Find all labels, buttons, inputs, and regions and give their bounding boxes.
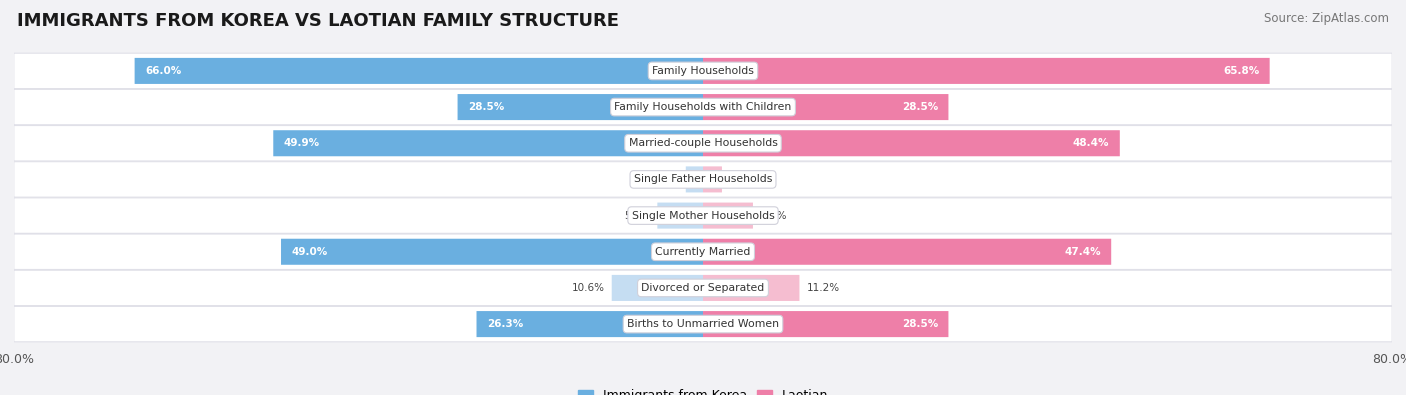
Text: Single Mother Households: Single Mother Households <box>631 211 775 220</box>
Text: Currently Married: Currently Married <box>655 247 751 257</box>
Text: Married-couple Households: Married-couple Households <box>628 138 778 148</box>
Text: Family Households with Children: Family Households with Children <box>614 102 792 112</box>
FancyBboxPatch shape <box>457 94 703 120</box>
FancyBboxPatch shape <box>281 239 703 265</box>
Text: 28.5%: 28.5% <box>901 102 938 112</box>
FancyBboxPatch shape <box>703 130 1119 156</box>
FancyBboxPatch shape <box>14 162 1392 197</box>
FancyBboxPatch shape <box>703 239 1111 265</box>
Text: 66.0%: 66.0% <box>145 66 181 76</box>
Text: 5.8%: 5.8% <box>759 211 786 220</box>
FancyBboxPatch shape <box>14 53 1392 88</box>
FancyBboxPatch shape <box>14 307 1392 342</box>
FancyBboxPatch shape <box>658 203 703 229</box>
Text: 47.4%: 47.4% <box>1064 247 1101 257</box>
Text: 5.3%: 5.3% <box>624 211 651 220</box>
Text: 10.6%: 10.6% <box>572 283 605 293</box>
Text: Family Households: Family Households <box>652 66 754 76</box>
Legend: Immigrants from Korea, Laotian: Immigrants from Korea, Laotian <box>572 384 834 395</box>
FancyBboxPatch shape <box>273 130 703 156</box>
FancyBboxPatch shape <box>14 126 1392 161</box>
FancyBboxPatch shape <box>477 311 703 337</box>
FancyBboxPatch shape <box>612 275 703 301</box>
Text: Divorced or Separated: Divorced or Separated <box>641 283 765 293</box>
Text: 11.2%: 11.2% <box>807 283 839 293</box>
FancyBboxPatch shape <box>703 58 1270 84</box>
Text: 49.9%: 49.9% <box>284 138 319 148</box>
Text: 2.2%: 2.2% <box>728 175 755 184</box>
Text: Single Father Households: Single Father Households <box>634 175 772 184</box>
Text: Births to Unmarried Women: Births to Unmarried Women <box>627 319 779 329</box>
FancyBboxPatch shape <box>14 89 1392 125</box>
Text: 65.8%: 65.8% <box>1223 66 1260 76</box>
FancyBboxPatch shape <box>135 58 703 84</box>
FancyBboxPatch shape <box>703 166 721 192</box>
Text: 28.5%: 28.5% <box>901 319 938 329</box>
FancyBboxPatch shape <box>703 275 800 301</box>
FancyBboxPatch shape <box>703 311 949 337</box>
Text: 26.3%: 26.3% <box>486 319 523 329</box>
FancyBboxPatch shape <box>703 94 949 120</box>
Text: IMMIGRANTS FROM KOREA VS LAOTIAN FAMILY STRUCTURE: IMMIGRANTS FROM KOREA VS LAOTIAN FAMILY … <box>17 12 619 30</box>
FancyBboxPatch shape <box>14 234 1392 269</box>
FancyBboxPatch shape <box>14 270 1392 306</box>
Text: 28.5%: 28.5% <box>468 102 505 112</box>
Text: 2.0%: 2.0% <box>652 175 679 184</box>
Text: Source: ZipAtlas.com: Source: ZipAtlas.com <box>1264 12 1389 25</box>
Text: 49.0%: 49.0% <box>291 247 328 257</box>
FancyBboxPatch shape <box>686 166 703 192</box>
FancyBboxPatch shape <box>14 198 1392 233</box>
FancyBboxPatch shape <box>703 203 754 229</box>
Text: 48.4%: 48.4% <box>1073 138 1109 148</box>
